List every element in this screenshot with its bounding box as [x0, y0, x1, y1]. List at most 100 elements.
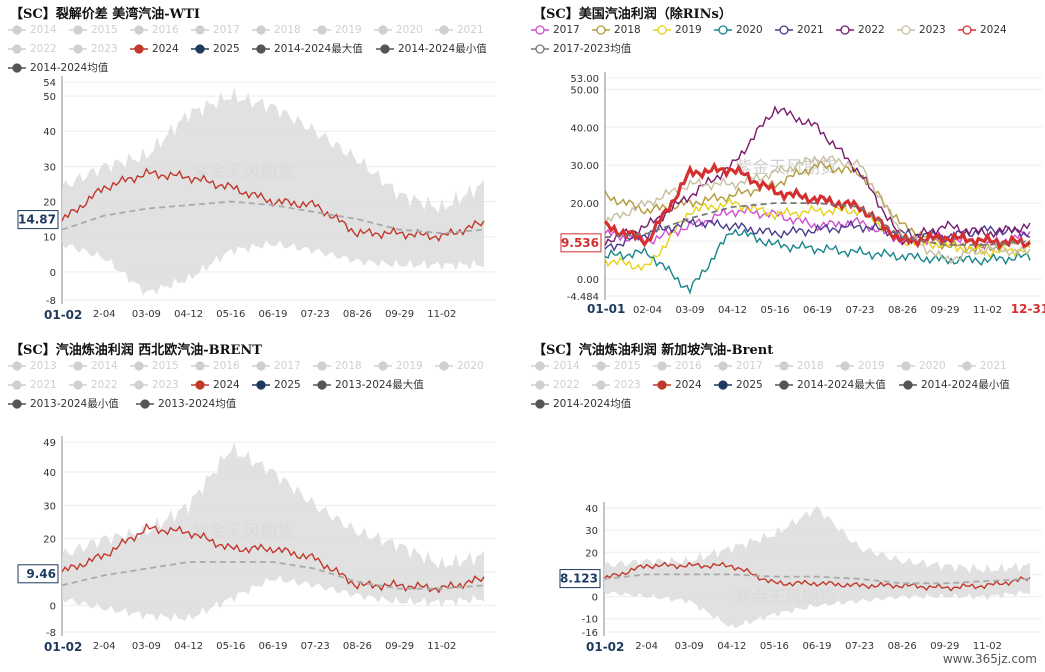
legend-label: 2021 [797, 24, 824, 36]
legend-marker-icon [313, 380, 331, 390]
x-tick-label: 01-02 [44, 640, 82, 654]
legend-item[interactable]: 2017 [531, 23, 580, 37]
y-tick-label: 10 [43, 233, 56, 244]
legend-label: 2024 [152, 43, 179, 55]
legend-item[interactable]: 2021 [775, 23, 824, 37]
y-tick-label: 0 [50, 268, 56, 279]
svg-text:8.123: 8.123 [560, 572, 598, 586]
legend-item[interactable]: 2014 [69, 359, 118, 373]
x-tick-label: 04-12 [718, 305, 747, 316]
series-line-2024 [61, 522, 485, 594]
legend-marker-icon [653, 361, 671, 371]
legend-item[interactable]: 2021 [435, 23, 484, 37]
legend-marker-icon [531, 399, 549, 409]
x-tick-label: 07-23 [845, 641, 874, 652]
legend-item[interactable]: 2022 [531, 378, 580, 392]
legend-item[interactable]: 2018 [252, 23, 301, 37]
legend-item[interactable]: 2021 [8, 378, 57, 392]
legend-item[interactable]: 2018 [592, 23, 641, 37]
series-line-2018 [604, 159, 1031, 254]
legend-item[interactable]: 2018 [775, 359, 824, 373]
legend-item[interactable]: 2014-2024最小值 [899, 378, 1010, 392]
legend-marker-icon [130, 44, 148, 54]
legend-item[interactable]: 2013-2024最大值 [313, 378, 424, 392]
legend-item[interactable]: 2024 [653, 378, 702, 392]
legend-item[interactable]: 2014-2024最大值 [775, 378, 886, 392]
legend-item[interactable]: 2025 [191, 42, 240, 56]
legend-label: 2023 [91, 43, 118, 55]
legend-marker-icon [69, 25, 87, 35]
legend-item[interactable]: 2019 [313, 23, 362, 37]
legend-item[interactable]: 2020 [435, 359, 484, 373]
legend-item[interactable]: 2022 [836, 23, 885, 37]
legend-item[interactable]: 2014 [8, 23, 57, 37]
legend-item[interactable]: 2014-2024最大值 [252, 42, 363, 56]
legend-item[interactable]: 2015 [69, 23, 118, 37]
series-line-2017 [604, 204, 1031, 251]
legend-item[interactable]: 2016 [130, 23, 179, 37]
legend-item[interactable]: 2023 [897, 23, 946, 37]
legend-item[interactable]: 2014 [531, 359, 580, 373]
legend-item[interactable]: 2013-2024最小值 [8, 397, 119, 411]
svg-text:9.536: 9.536 [561, 236, 599, 250]
x-tick-label: 11-02 [427, 641, 456, 652]
legend-marker-icon [775, 380, 793, 390]
x-tick-label: 07-23 [845, 305, 874, 316]
legend-label: 2023 [152, 379, 179, 391]
y-tick-label: 20 [43, 535, 56, 546]
legend-item[interactable]: 2018 [313, 359, 362, 373]
y-tick-label: 40 [43, 127, 56, 138]
legend-item[interactable]: 2015 [592, 359, 641, 373]
legend-marker-icon [897, 361, 915, 371]
legend-label: 2014 [30, 24, 57, 36]
legend-item[interactable]: 2016 [191, 359, 240, 373]
chart-panel-singapore-gasoline-brent: 紫金天风期货403020100-10-1601-022-0403-0904-12… [523, 336, 1045, 672]
legend-item[interactable]: 2025 [714, 378, 763, 392]
legend-marker-icon [191, 380, 209, 390]
min-max-band [62, 87, 484, 296]
legend-item[interactable]: 2013 [8, 359, 57, 373]
legend-marker-icon [531, 380, 549, 390]
series-line-2024 [603, 161, 1032, 251]
x-tick-label: 08-26 [888, 305, 917, 316]
legend-label: 2015 [614, 360, 641, 372]
legend-item[interactable]: 2020 [714, 23, 763, 37]
legend-item[interactable]: 2017 [252, 359, 301, 373]
series-line-2014-2024均值 [603, 573, 1031, 585]
legend-item[interactable]: 2021 [958, 359, 1007, 373]
legend-item[interactable]: 2019 [836, 359, 885, 373]
legend-item[interactable]: 2020 [374, 23, 423, 37]
legend-item[interactable]: 2014-2024最小值 [376, 42, 487, 56]
legend-label: 2014 [91, 360, 118, 372]
legend-item[interactable]: 2014-2024均值 [531, 397, 631, 411]
legend-item[interactable]: 2024 [191, 378, 240, 392]
legend-item[interactable]: 2024 [958, 23, 1007, 37]
legend-item[interactable]: 2023 [69, 42, 118, 56]
legend-label: 2019 [858, 360, 885, 372]
legend-label: 2025 [736, 379, 763, 391]
legend-item[interactable]: 2019 [374, 359, 423, 373]
legend-marker-icon [69, 361, 87, 371]
legend-item[interactable]: 2025 [252, 378, 301, 392]
legend-item[interactable]: 2023 [592, 378, 641, 392]
legend-item[interactable]: 2013-2024均值 [136, 397, 236, 411]
legend-item[interactable]: 2022 [8, 42, 57, 56]
legend-item[interactable]: 2022 [69, 378, 118, 392]
x-tick-label: 04-12 [174, 309, 203, 320]
legend-item[interactable]: 2019 [653, 23, 702, 37]
legend-item[interactable]: 2017-2023均值 [531, 42, 631, 56]
legend-item[interactable]: 2015 [130, 359, 179, 373]
chart-title: 【SC】汽油炼油利润 西北欧汽油-BRENT [10, 343, 262, 358]
legend-item[interactable]: 2017 [714, 359, 763, 373]
y-tick-label: -8 [46, 296, 56, 307]
legend-item[interactable]: 2020 [897, 359, 946, 373]
legend-item[interactable]: 2023 [130, 378, 179, 392]
x-tick-label: 04-12 [717, 641, 746, 652]
legend-item[interactable]: 2016 [653, 359, 702, 373]
legend-item[interactable]: 2017 [191, 23, 240, 37]
x-tick-label: 09-29 [385, 641, 414, 652]
legend-item[interactable]: 2024 [130, 42, 179, 56]
series-line-2023 [604, 155, 1031, 265]
legend-item[interactable]: 2014-2024均值 [8, 61, 108, 75]
legend-marker-icon [8, 25, 26, 35]
